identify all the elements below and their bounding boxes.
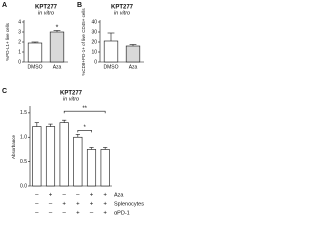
bar [32, 126, 42, 187]
panel-letter: B [77, 2, 82, 9]
significance-bracket [77, 130, 92, 133]
bar [49, 31, 65, 63]
chart-subtitle: in vitro [38, 10, 54, 16]
significance: * [83, 125, 86, 131]
y-tick-label: 0 [18, 59, 21, 65]
bar [100, 149, 110, 187]
y-axis-label: %PD-L1+ live cells [5, 22, 10, 60]
y-tick-label: 20 [91, 39, 97, 45]
y-tick-label: 10 [91, 49, 97, 55]
significance: ** [82, 106, 87, 112]
y-tick-label: 2 [18, 39, 21, 45]
condition-sign: – [90, 211, 94, 217]
condition-sign: + [103, 202, 107, 208]
condition-sign: + [62, 202, 66, 208]
condition-sign: + [90, 202, 94, 208]
condition-sign: + [76, 202, 80, 208]
y-tick-label: 30 [91, 29, 97, 35]
y-tick-label: 0 [94, 59, 97, 65]
bar [86, 149, 97, 187]
x-tick-label: DMSO [104, 64, 119, 70]
y-tick-label: 1.5 [20, 110, 27, 116]
x-tick-label: Aza [129, 64, 138, 70]
chart-subtitle: in vitro [63, 96, 79, 102]
condition-sign: + [103, 211, 107, 217]
condition-sign: – [49, 202, 53, 208]
bar [125, 45, 141, 63]
bar [27, 42, 43, 63]
chart-title: KPT277 [111, 5, 134, 11]
condition-sign: – [35, 211, 39, 217]
y-axis-label: Absorbance [11, 135, 16, 160]
bar [45, 126, 56, 187]
y-tick-label: 1 [18, 49, 21, 55]
condition-sign: + [76, 211, 80, 217]
condition-name: Aza [114, 192, 124, 198]
bar [59, 122, 69, 187]
condition-sign: – [62, 211, 66, 217]
chart-title: KPT277 [60, 91, 83, 97]
condition-sign: + [90, 193, 94, 199]
condition-sign: + [49, 193, 53, 199]
y-tick-label: 1.0 [20, 135, 27, 141]
significance: * [56, 24, 59, 31]
condition-name: Splenocytes [114, 201, 144, 207]
chart-subtitle: in vitro [114, 10, 130, 16]
condition-sign: + [103, 193, 107, 199]
x-tick-label: DMSO [28, 64, 43, 70]
condition-name: αPD-1 [114, 210, 130, 216]
x-tick-label: Aza [53, 64, 62, 70]
condition-sign: – [35, 202, 39, 208]
significance-bracket [63, 110, 106, 114]
chart-title: KPT277 [35, 5, 58, 11]
condition-sign: – [76, 193, 80, 199]
y-tick-label: 4 [18, 19, 21, 25]
condition-sign: – [62, 193, 66, 199]
condition-sign: – [35, 193, 39, 199]
y-tick-label: 40 [91, 19, 97, 25]
page: {"chart_data": [ {"type": "bar", "panel"… [0, 0, 150, 236]
condition-sign: – [49, 211, 53, 217]
y-tick-label: 0.5 [20, 159, 27, 165]
panel-letter: A [2, 2, 7, 9]
y-axis-label: %CD8+PD-1+ of live CD45+ cells [81, 8, 86, 76]
bar [103, 40, 119, 63]
bar [73, 136, 83, 187]
y-tick-label: 0.0 [20, 183, 27, 189]
y-tick-label: 3 [18, 29, 21, 35]
panel-letter: C [2, 88, 7, 95]
